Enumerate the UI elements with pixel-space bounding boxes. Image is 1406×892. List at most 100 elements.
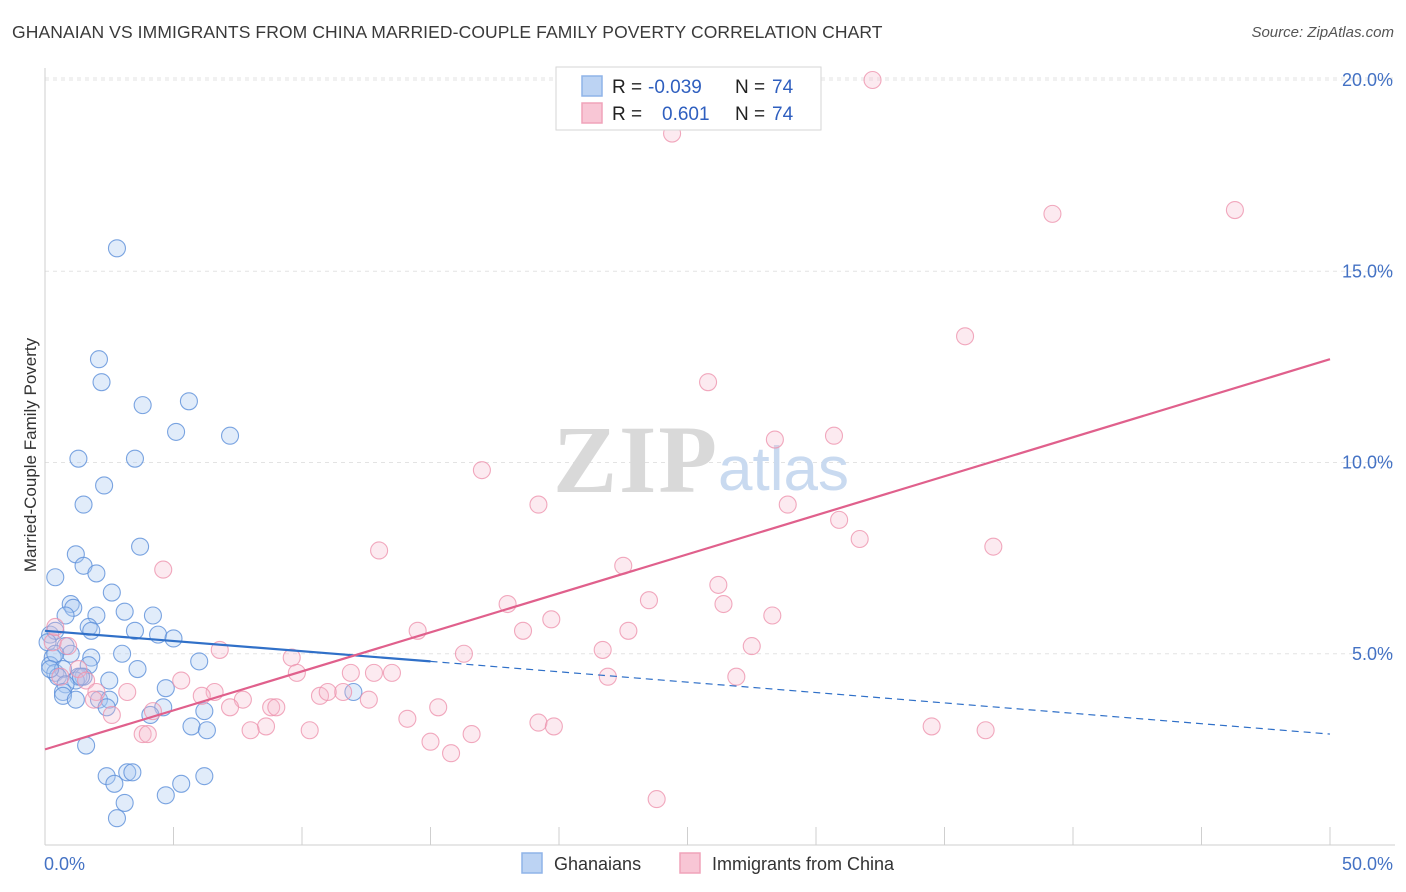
point-china-67 (462, 725, 481, 744)
point-ghanaians-52 (66, 690, 85, 709)
trend-line-ghanaians-dashed (430, 660, 1331, 735)
point-ghanaians-63 (118, 763, 137, 782)
point-china-42 (77, 671, 96, 690)
x-tick-label: 0.0% (44, 854, 85, 874)
legend-r-label-ghanaians: R = (612, 77, 642, 98)
point-china-71 (421, 732, 440, 751)
point-ghanaians-10 (74, 495, 93, 514)
point-china-10 (778, 495, 797, 514)
point-ghanaians-41 (128, 659, 147, 679)
x-tick-label: 50.0% (1342, 854, 1393, 874)
point-china-2 (1043, 204, 1062, 223)
point-china-68 (544, 717, 563, 736)
point-china-39 (59, 637, 78, 656)
legend-swatch-ghanaians (581, 75, 603, 97)
point-china-26 (742, 637, 761, 656)
point-china-9 (529, 495, 548, 514)
point-ghanaians-21 (56, 606, 75, 625)
watermark-zip: ZIP (553, 406, 719, 513)
trend-lines (44, 358, 1331, 751)
point-china-12 (850, 529, 869, 549)
point-ghanaians-69 (115, 793, 134, 812)
point-ghanaians-27 (125, 621, 144, 640)
point-china-32 (382, 663, 402, 682)
point-ghanaians-73 (41, 659, 60, 679)
point-china-52 (359, 690, 378, 709)
point-china-27 (593, 640, 612, 659)
point-ghanaians-7 (69, 449, 88, 468)
point-china-55 (267, 698, 286, 717)
y-tick-label: 5.0% (1352, 644, 1393, 664)
point-china-50 (334, 682, 353, 702)
point-china-51 (318, 682, 337, 702)
trend-line-ghanaians-solid (44, 629, 431, 663)
point-china-66 (138, 725, 157, 744)
point-ghanaians-16 (102, 583, 121, 602)
y-tick-label: 20.0% (1342, 70, 1393, 90)
point-ghanaians-70 (107, 809, 127, 828)
point-china-45 (118, 682, 137, 702)
legend-n-value-china: 74 (772, 104, 794, 125)
point-china-19 (714, 594, 733, 614)
point-ghanaians-8 (125, 449, 144, 468)
point-china-47 (84, 690, 103, 709)
point-ghanaians-2 (92, 373, 111, 392)
point-china-31 (341, 663, 360, 682)
point-ghanaians-18 (64, 598, 83, 617)
point-ghanaians-59 (182, 717, 201, 736)
point-ghanaians-68 (156, 786, 175, 805)
bottom-legend-label-china: Immigrants from China (712, 854, 895, 874)
point-china-7 (824, 426, 844, 445)
point-china-34 (364, 663, 384, 682)
point-china-62 (256, 717, 276, 736)
bottom-legend-swatch-ghanaians (521, 852, 543, 874)
point-china-28 (454, 644, 473, 663)
watermark: ZIP atlas (553, 406, 849, 513)
point-china-64 (241, 721, 260, 740)
bottom-legend-swatch-china (679, 852, 701, 874)
point-china-69 (922, 717, 941, 736)
point-china-57 (429, 698, 448, 717)
point-ghanaians-5 (167, 422, 186, 441)
point-ghanaians-62 (97, 767, 116, 786)
axes (44, 68, 1395, 846)
y-tick-label: 10.0% (1342, 453, 1393, 473)
point-china-25 (619, 621, 638, 640)
point-china-58 (102, 705, 121, 725)
point-china-3 (1225, 201, 1244, 220)
point-ghanaians-4 (179, 392, 198, 411)
point-china-70 (976, 721, 995, 740)
point-ghanaians-57 (195, 702, 214, 721)
point-china-13 (984, 537, 1003, 556)
point-china-56 (220, 698, 240, 717)
series-legend: Ghanaians Immigrants from China (521, 852, 895, 874)
point-china-41 (51, 667, 70, 686)
point-china-73 (647, 790, 666, 809)
point-ghanaians-15 (87, 564, 106, 583)
legend-r-label-china: R = (612, 104, 642, 125)
point-china-61 (529, 713, 548, 732)
point-china-11 (830, 510, 849, 529)
bottom-legend-label-ghanaians: Ghanaians (554, 854, 641, 874)
point-ghanaians-64 (123, 763, 142, 782)
legend-n-value-ghanaians: 74 (772, 77, 794, 98)
point-ghanaians-67 (172, 774, 191, 793)
y-axis-label: Married-Couple Family Poverty (21, 337, 40, 572)
legend-r-value-ghanaians: -0.039 (648, 77, 702, 98)
point-ghanaians-24 (82, 621, 101, 640)
gridlines (45, 77, 1395, 655)
point-ghanaians-26 (164, 629, 183, 648)
point-china-14 (370, 541, 389, 560)
point-china-72 (442, 744, 461, 763)
point-ghanaians-48 (156, 679, 175, 698)
point-ghanaians-14 (46, 568, 65, 587)
source-label: Source: ZipAtlas.com (1251, 24, 1394, 41)
point-china-60 (398, 709, 417, 728)
correlation-legend: R = -0.039 N = 74 R = 0.601 N = 74 (555, 66, 822, 131)
legend-r-value-china: 0.601 (662, 104, 710, 125)
point-china-65 (133, 725, 152, 744)
point-ghanaians-60 (197, 721, 216, 740)
point-ghanaians-11 (131, 537, 150, 556)
point-ghanaians-50 (344, 682, 363, 702)
